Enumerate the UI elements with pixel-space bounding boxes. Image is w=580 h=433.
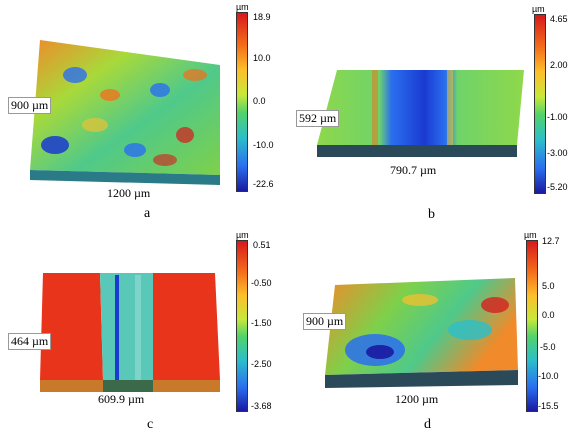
- colorbar-tick: 5.0: [542, 281, 555, 291]
- surface-map-b: [317, 70, 524, 157]
- surface-map-d: [325, 278, 518, 388]
- colorbar-tick: -15.5: [538, 401, 559, 411]
- colorbar-a: [236, 12, 248, 192]
- colorbar-tick: 2.00: [550, 60, 568, 70]
- colorbar-unit-d: µm: [524, 230, 537, 240]
- colorbar-tick: -1.50: [251, 318, 272, 328]
- depth-label-c: 464 µm: [8, 333, 52, 350]
- colorbar-unit-c: µm: [236, 230, 249, 240]
- panel-letter-c: c: [147, 417, 154, 432]
- colorbar-unit-a: µm: [236, 2, 249, 12]
- colorbar-tick: -1.00: [547, 112, 568, 122]
- colorbar-tick: 0.0: [253, 96, 266, 106]
- colorbar-tick: -3.68: [251, 401, 272, 411]
- width-label-c: 609.9 µm: [98, 392, 145, 406]
- colorbar-tick: 0.51: [253, 240, 271, 250]
- surface-map-a: [30, 40, 220, 185]
- colorbar-tick: -2.50: [251, 359, 272, 369]
- width-label-d: 1200 µm: [395, 392, 439, 406]
- colorbar-c: [236, 240, 248, 412]
- width-label-a: 1200 µm: [107, 186, 151, 200]
- colorbar-tick: -10.0: [253, 140, 274, 150]
- colorbar-tick: -5.0: [540, 342, 556, 352]
- panel-letter-b: b: [428, 207, 435, 222]
- colorbar-tick: 4.65: [550, 14, 568, 24]
- depth-label-d: 900 µm: [303, 313, 347, 330]
- colorbar-d: [526, 240, 538, 412]
- colorbar-tick: 12.7: [542, 236, 560, 246]
- depth-label-b: 592 µm: [296, 110, 340, 127]
- panel-letter-a: a: [144, 206, 151, 221]
- width-label-b: 790.7 µm: [390, 163, 437, 177]
- colorbar-tick: -0.50: [251, 278, 272, 288]
- colorbar-tick: -3.00: [547, 148, 568, 158]
- colorbar-tick: -5.20: [547, 182, 568, 192]
- colorbar-tick: -10.0: [538, 371, 559, 381]
- colorbar-tick: 10.0: [253, 53, 271, 63]
- colorbar-tick: -22.6: [253, 179, 274, 189]
- depth-label-a: 900 µm: [8, 97, 52, 114]
- colorbar-unit-b: µm: [532, 4, 545, 14]
- colorbar-tick: 18.9: [253, 12, 271, 22]
- panel-letter-d: d: [424, 417, 431, 432]
- colorbar-b: [534, 14, 546, 194]
- colorbar-tick: 0.0: [542, 310, 555, 320]
- surface-map-c: [40, 273, 220, 392]
